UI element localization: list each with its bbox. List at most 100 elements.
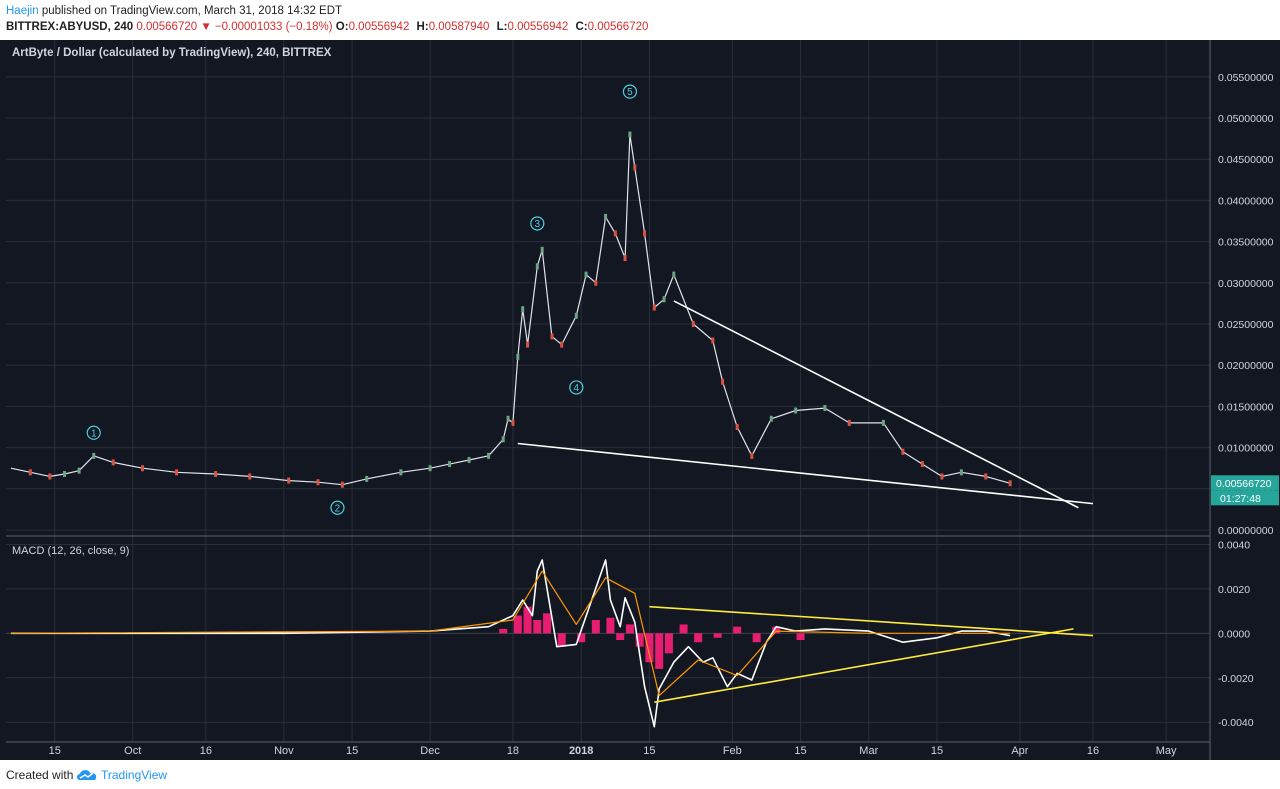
wave-label: 4	[574, 383, 580, 394]
wave-labels: 1 2 3 4 5	[86, 84, 638, 515]
tradingview-cloud-icon[interactable]	[76, 768, 98, 785]
open-value: 0.00556942	[348, 21, 410, 33]
macd-line	[10, 559, 1011, 728]
countdown-box	[1211, 490, 1279, 506]
wave-label: 2	[335, 503, 341, 514]
price-candle	[584, 271, 588, 278]
price-candle	[487, 452, 491, 459]
price-candle	[823, 405, 827, 412]
macd-histogram-bar	[694, 633, 703, 643]
price-candle	[940, 473, 944, 480]
price-candle	[672, 271, 676, 278]
last-price-box	[1211, 475, 1279, 491]
price-tick-label: 0.01500000	[1218, 401, 1274, 413]
time-tick-label: 15	[346, 745, 358, 757]
time-tick-label: May	[1156, 745, 1177, 757]
price-candle	[111, 459, 115, 466]
price-candle	[540, 246, 544, 253]
time-tick-label: 15	[643, 745, 655, 757]
price-candle	[735, 424, 739, 431]
price-candle	[365, 475, 369, 482]
macd-histogram-bar	[733, 626, 742, 634]
price-candle	[448, 461, 452, 468]
price-tick-label: 0.02500000	[1218, 319, 1274, 331]
time-tick-label: Mar	[859, 745, 878, 757]
time-tick-label: 16	[200, 745, 212, 757]
price-candle	[560, 341, 564, 348]
wave-label-circle	[530, 216, 545, 231]
price-candle	[28, 469, 32, 476]
macd-tick-label: 0.0020	[1218, 584, 1250, 596]
chart-area[interactable]: 1 2 3 4 5 0.05500000 0.05000000 0.04500000 0.04…	[0, 40, 1280, 760]
macd-histogram	[499, 606, 805, 669]
price-candle	[633, 164, 637, 171]
high-label: H:	[416, 21, 429, 33]
wave-label: 5	[627, 87, 633, 98]
wave-label-circle	[86, 425, 101, 440]
macd-histogram-bar	[713, 633, 722, 638]
chart-svg[interactable]: 1 2 3 4 5 0.05500000 0.05000000 0.04500000 0.04…	[0, 40, 1280, 760]
price-tick-label: 0.00000000	[1218, 525, 1274, 537]
price-tick-label: 0.05500000	[1218, 72, 1274, 84]
time-tick-label: 2018	[569, 745, 593, 757]
high-value: 0.00587940	[428, 21, 490, 33]
macd-histogram-bar	[645, 633, 654, 663]
price-tick-label: 0.02000000	[1218, 360, 1274, 372]
price-candle	[721, 378, 725, 385]
price-candle	[214, 470, 218, 477]
price-candle	[511, 419, 515, 426]
macd-histogram-bar	[591, 620, 600, 634]
time-tick-label: 15	[931, 745, 943, 757]
price-candle	[48, 473, 52, 480]
last-price: 0.00566720	[136, 21, 198, 33]
price-series	[10, 131, 1012, 488]
open-label: O:	[335, 21, 349, 33]
price-candle	[316, 479, 320, 486]
price-candle	[769, 415, 773, 422]
macd-histogram-bar	[796, 633, 805, 640]
price-tick-label: 0.04000000	[1218, 195, 1274, 207]
macd-tick-label: -0.0040	[1218, 717, 1254, 729]
price-candle	[287, 477, 291, 484]
price-candle	[613, 230, 617, 237]
footer: Created with TradingView	[0, 760, 1280, 789]
price-trendline	[673, 300, 1079, 509]
trendlines[interactable]	[517, 300, 1094, 704]
price-candle	[794, 407, 798, 414]
low-value: 0.00556942	[507, 21, 569, 33]
price-candle	[62, 470, 66, 477]
tradingview-brand-link[interactable]: TradingView	[101, 768, 168, 782]
close-label: C:	[575, 21, 588, 33]
time-axis[interactable]: 15 Oct 16 Nov 15 Dec 18 2018 15 Feb 15 Mar 15 Apr 16 Ma…	[49, 745, 1177, 757]
author-link[interactable]: Haejin	[6, 5, 39, 17]
macd-histogram-bar	[577, 633, 586, 643]
price-trendline	[517, 442, 1094, 505]
price-candle	[984, 473, 988, 480]
price-candle	[901, 448, 905, 455]
price-candle	[623, 255, 627, 262]
macd-histogram-bar	[513, 615, 522, 634]
price-axis[interactable]: 0.05500000 0.05000000 0.04500000 0.04000000…	[1218, 72, 1274, 537]
macd-title: MACD (12, 26, close, 9)	[12, 545, 129, 557]
price-candle	[501, 436, 505, 443]
price-candle	[691, 321, 695, 328]
price-candle	[652, 304, 656, 311]
price-candle	[526, 341, 530, 348]
macd-tick-label: 0.0040	[1218, 539, 1250, 551]
price-candle	[594, 279, 598, 286]
publish-header: Haejin published on TradingView.com, Mar…	[0, 0, 1280, 40]
macd-tick-label: -0.0020	[1218, 673, 1254, 685]
price-candle	[428, 465, 432, 472]
wave-label: 1	[91, 428, 97, 439]
time-tick-label: Oct	[124, 745, 141, 757]
time-tick-label: Apr	[1011, 745, 1028, 757]
price-candle	[550, 333, 554, 340]
time-tick-label: 18	[507, 745, 519, 757]
macd-histogram-bar	[625, 624, 634, 634]
macd-histogram-bar	[655, 633, 664, 669]
price-tick-label: 0.03500000	[1218, 237, 1274, 249]
macd-axis[interactable]: 0.0040 0.0020 0.0000 -0.0020 -0.0040	[1218, 539, 1254, 729]
chart-title: ArtByte / Dollar (calculated by TradingV…	[12, 47, 332, 59]
price-candle	[521, 306, 525, 313]
created-with-text: Created with	[6, 768, 74, 782]
